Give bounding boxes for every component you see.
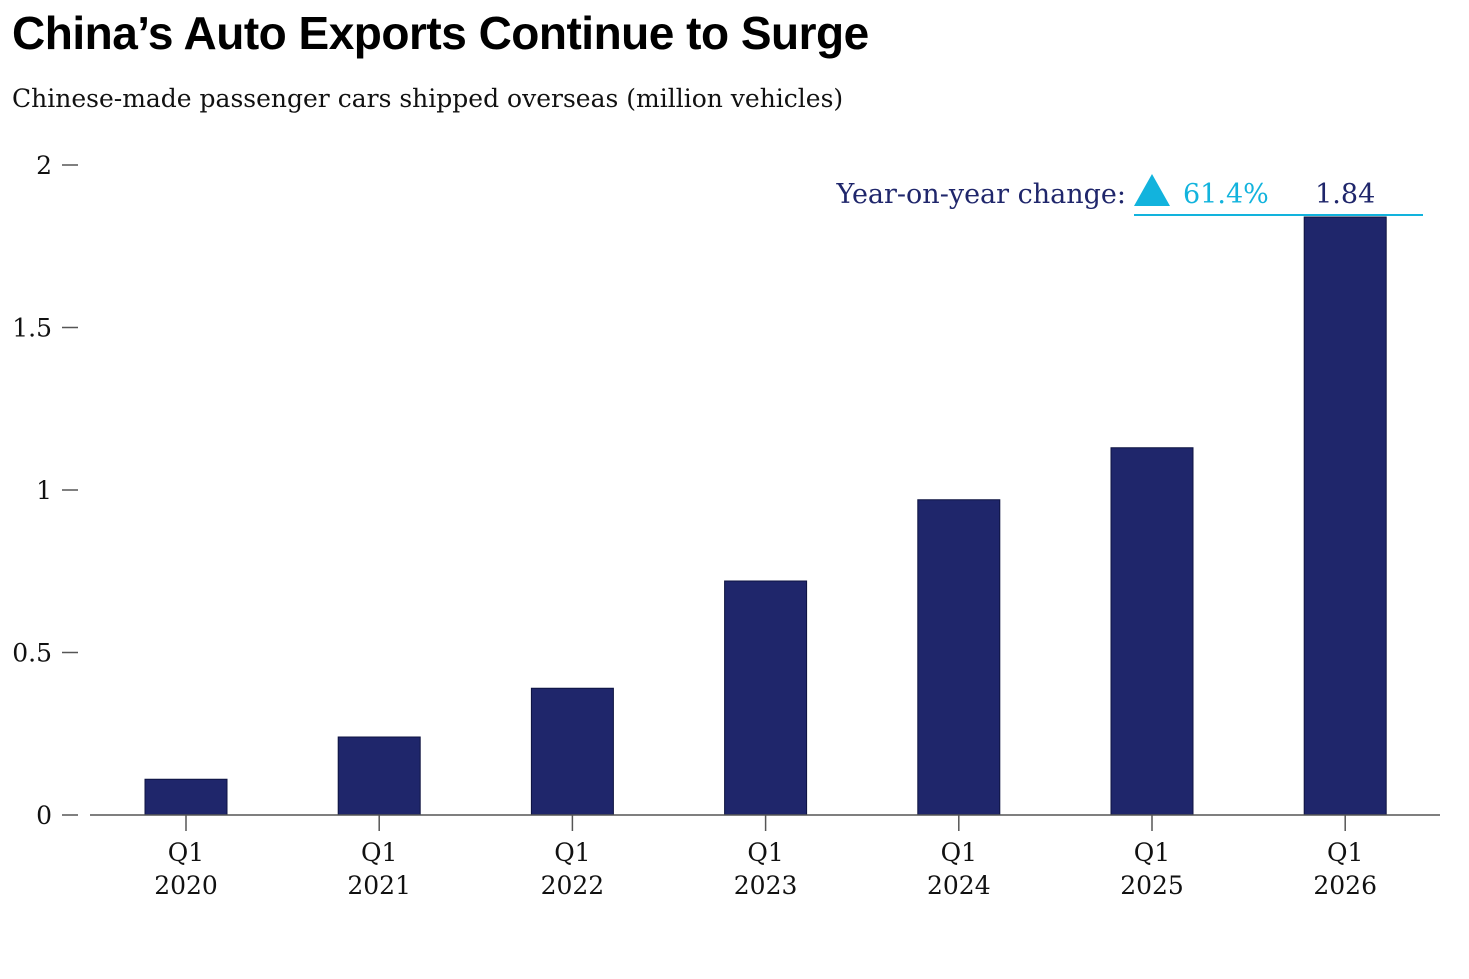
y-tick-label: 1.5 [12,314,52,343]
x-tick-label: Q1 2021 [347,838,411,900]
y-tick-label: 0 [36,801,52,830]
y-tick-label: 1 [36,476,52,505]
bar [1110,447,1194,816]
yoy-label: Year-on-year change: [835,179,1126,210]
bar [724,580,808,816]
y-axis: 0 0.5 1 1.5 2 [12,151,78,830]
y-tick-label: 0.5 [12,639,52,668]
x-tick-label: Q1 2020 [154,838,218,900]
x-tick-label: Q1 2023 [734,838,798,900]
yoy-change-value: 61.4% [1183,179,1269,210]
x-tick-label: Q1 2024 [927,838,991,900]
bar [144,778,228,816]
bar [917,499,1001,816]
chart-title: China’s Auto Exports Continue to Surge [12,7,869,59]
up-triangle-icon [1134,174,1170,206]
x-tick-label: Q1 2025 [1120,838,1184,900]
x-tick-label: Q1 2022 [541,838,605,900]
bar [530,687,614,816]
yoy-annotation: Year-on-year change: 61.4% 1.84 [835,174,1423,216]
bar [337,736,421,816]
chart-subtitle: Chinese-made passenger cars shipped over… [12,84,844,113]
bars [144,216,1387,816]
bar [1303,216,1387,816]
y-tick-label: 2 [36,151,52,180]
latest-value-label: 1.84 [1315,179,1375,210]
x-tick-label: Q1 2026 [1313,838,1377,900]
x-axis: Q1 2020 Q1 2021 Q1 2022 Q1 2023 Q1 2024 Q1 2025 Q1 20… [154,815,1377,900]
